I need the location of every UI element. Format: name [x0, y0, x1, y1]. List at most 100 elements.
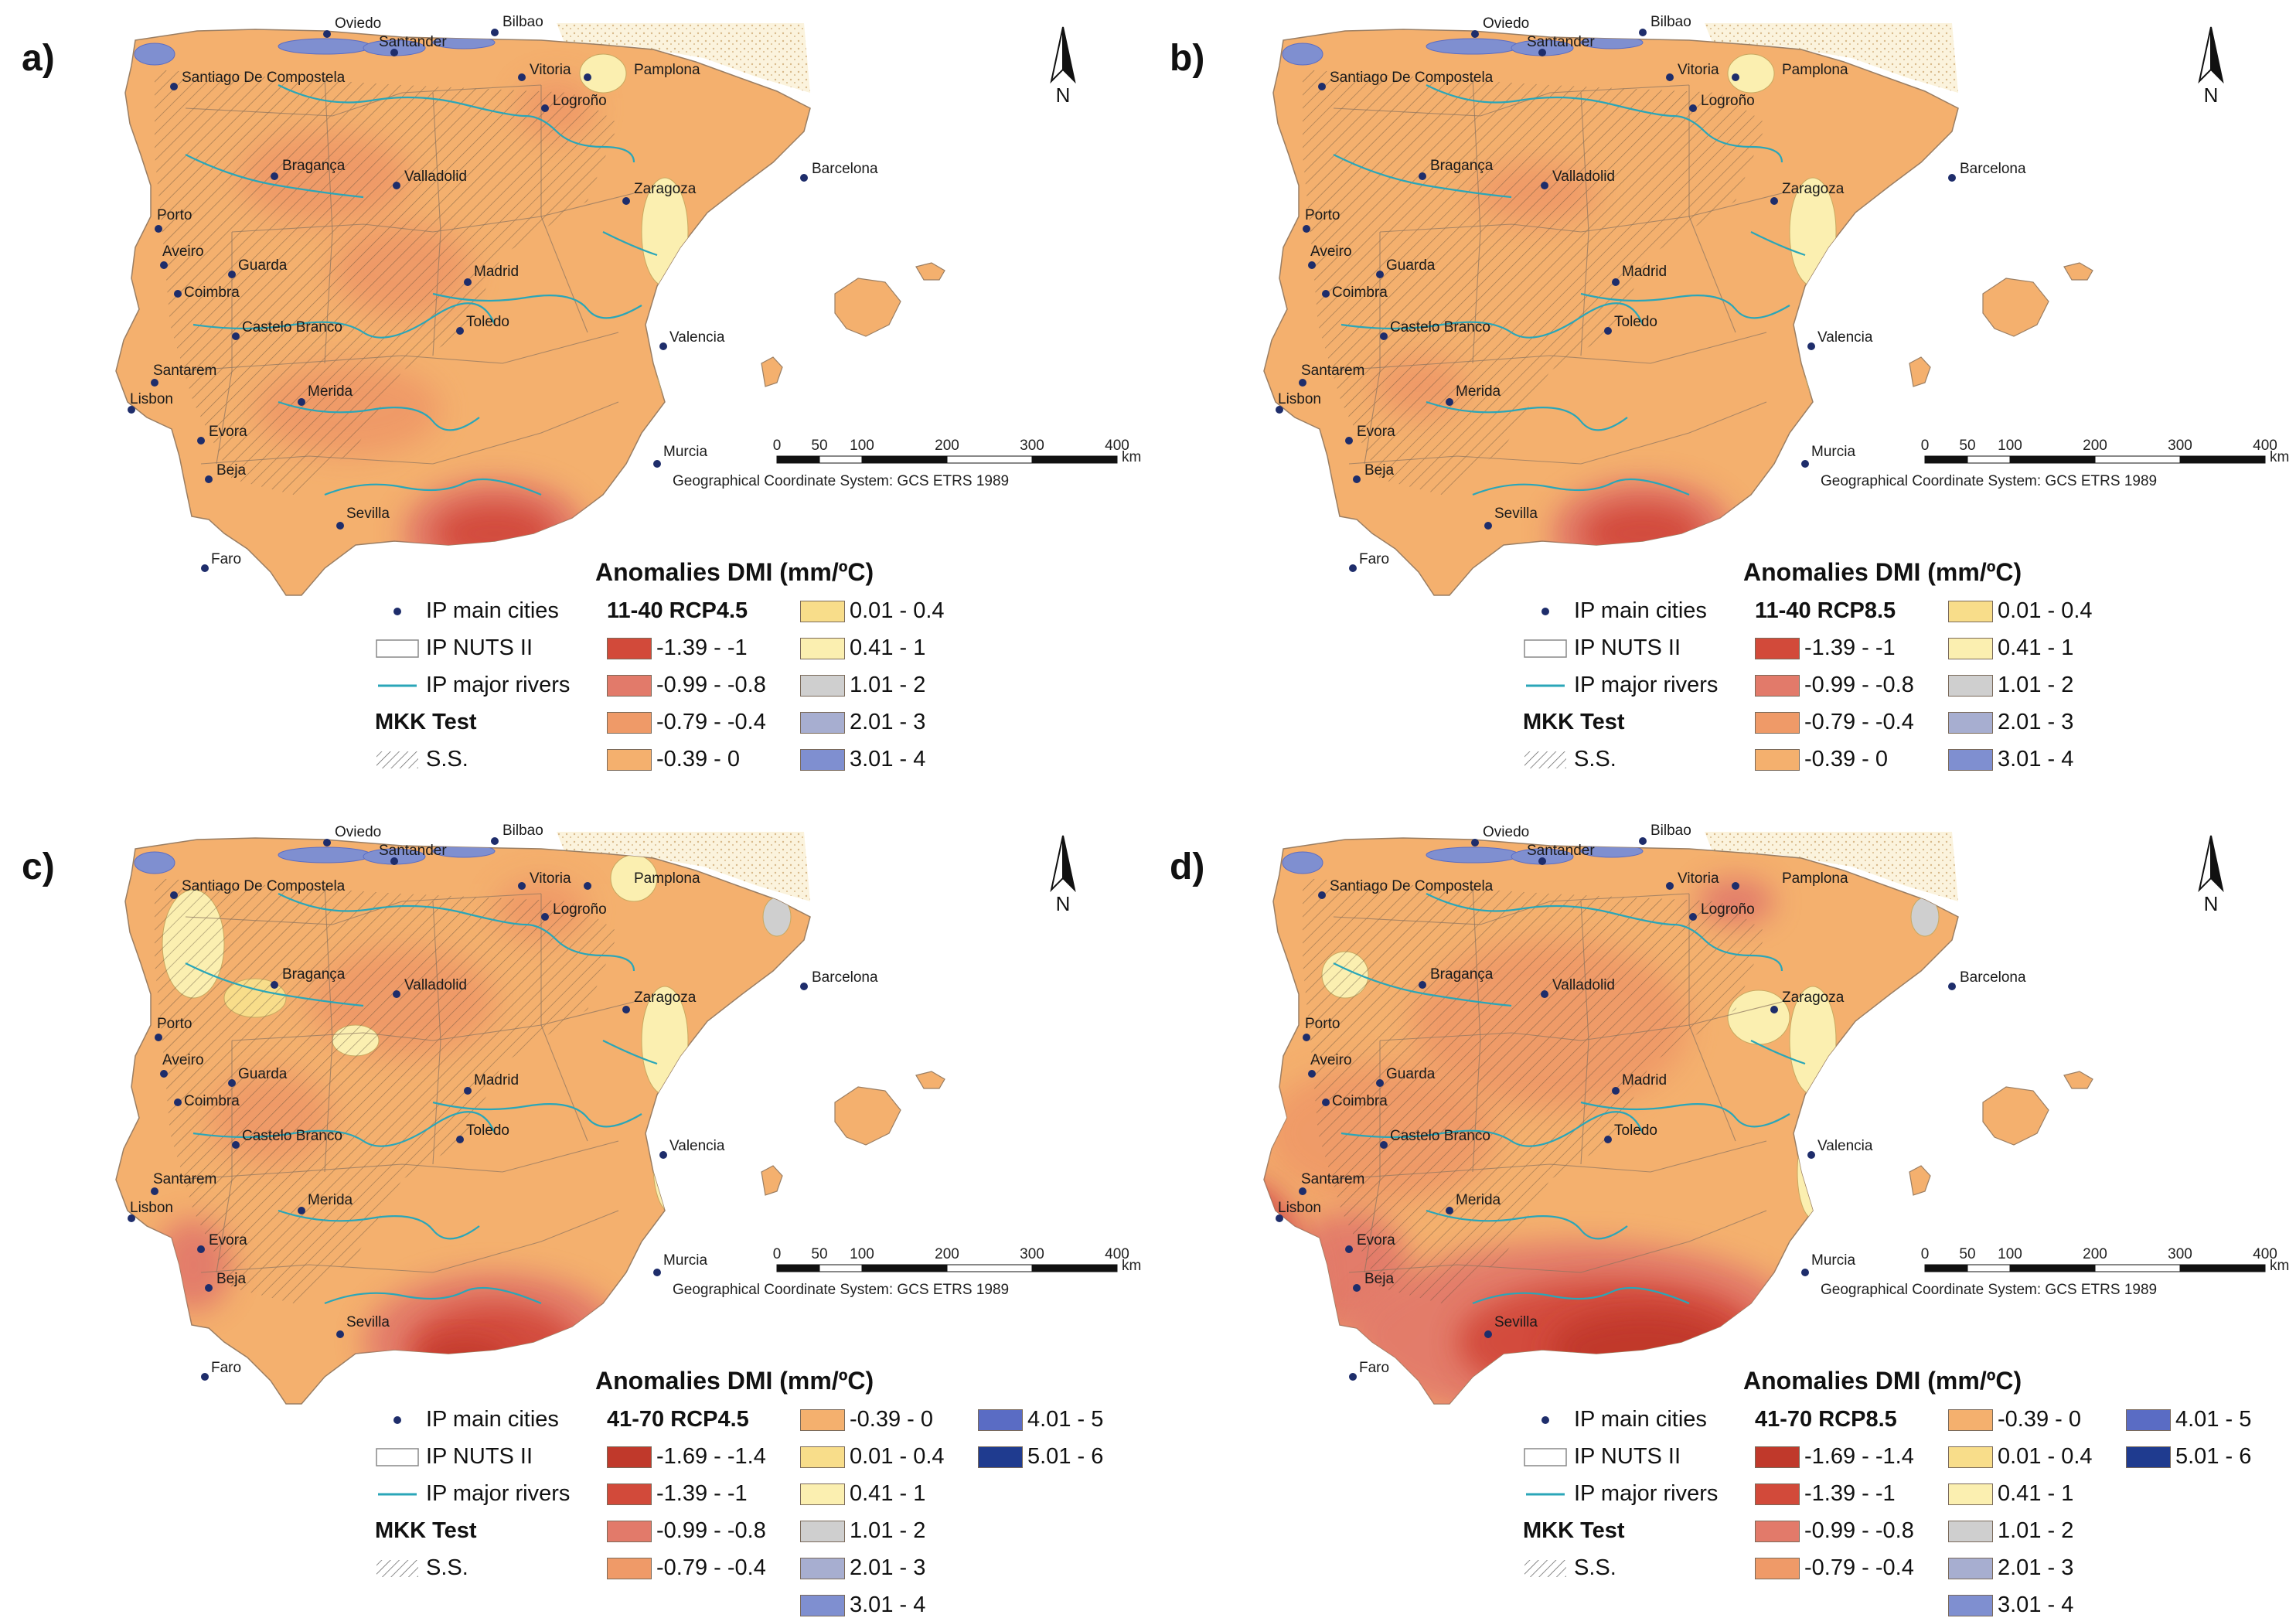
map-canvas: Oviedo Santander Bilbao Santiago De Compost…: [1263, 14, 2289, 596]
legend-class: 2.01 - 3: [800, 1555, 925, 1581]
city-label: Bragança: [1430, 158, 1494, 174]
city-label: Evora: [209, 1232, 247, 1248]
north-arrow-icon: N: [2198, 26, 2224, 107]
legend-mkk-title: MKK Test: [375, 1518, 477, 1543]
city-dot: [1770, 1006, 1778, 1013]
river-line-icon: [1523, 675, 1568, 697]
city-label: Aveiro: [1310, 1052, 1352, 1068]
legend-class: 3.01 - 4: [800, 1592, 925, 1617]
city-dot: [1322, 290, 1330, 298]
ss-hatched-area: [155, 878, 618, 1303]
nuts2-boundary: [177, 1140, 619, 1180]
scale-tick-label: 300: [1020, 438, 1044, 454]
city-dot: [1948, 174, 1956, 182]
legend-class: -1.69 - -1.4: [607, 1444, 766, 1470]
legend-cities: IP main cities: [1523, 1407, 1707, 1432]
city-label: Santander: [1527, 843, 1595, 859]
city-dot: [1541, 182, 1548, 189]
legend-class-label: -0.39 - 0: [850, 1407, 933, 1432]
city-dot: [1612, 1087, 1620, 1095]
legend-class-label: 0.41 - 1: [850, 635, 926, 660]
city-dot: [1732, 73, 1739, 81]
city-label: Murcia: [663, 444, 707, 460]
city-dot: [228, 1079, 236, 1087]
city-dot: [1345, 1245, 1353, 1253]
city-label: Madrid: [474, 1072, 519, 1088]
city-label: Logroño: [553, 93, 607, 109]
legend-rivers: IP major rivers: [375, 673, 570, 698]
legend-class-label: 2.01 - 3: [1998, 710, 2074, 734]
legend-swatch: [800, 1594, 845, 1616]
coastal-positive-zone: [278, 846, 372, 864]
balearic-island: [1909, 356, 1931, 387]
city-dot: [201, 1373, 209, 1381]
river-line: [1426, 1209, 1628, 1240]
city-dot: [659, 1151, 667, 1159]
city-label: Santander: [1527, 34, 1595, 50]
legend-class-label: 3.01 - 4: [1998, 747, 2074, 772]
legend-class: -0.39 - 0: [1755, 747, 1888, 772]
city-label: Lisbon: [1278, 1200, 1321, 1216]
legend-class-label: 0.01 - 0.4: [850, 1444, 945, 1469]
legend-swatch: [1948, 600, 1993, 622]
legend-class: -0.99 - -0.8: [607, 673, 766, 698]
legend-class: -1.39 - -1: [607, 1481, 748, 1507]
legend-class: -0.79 - -0.4: [1755, 1555, 1914, 1581]
legend-class: 0.01 - 0.4: [800, 598, 945, 624]
legend-swatch: [800, 1557, 845, 1579]
legend-class-label: -0.99 - -0.8: [1804, 1518, 1914, 1543]
city-dot: [1353, 475, 1361, 483]
legend-class: 0.01 - 0.4: [1948, 1444, 2093, 1470]
legend-class-label: -0.39 - 0: [656, 747, 740, 772]
river-line: [432, 292, 642, 319]
city-label: Santander: [379, 34, 447, 50]
legend-swatch: [607, 748, 652, 771]
city-dot: [464, 1087, 472, 1095]
scale-tick-label: 100: [1998, 1246, 2022, 1262]
river-line: [1426, 400, 1628, 431]
city-label: Pamplona: [634, 62, 700, 78]
legend-class-label: -0.99 - -0.8: [1804, 673, 1914, 697]
legend-title: Anomalies DMI (mm/ºC): [595, 558, 874, 586]
balearic-island: [834, 278, 901, 337]
legend-nuts: IP NUTS II: [375, 635, 533, 661]
legend-class-label: 3.01 - 4: [850, 1592, 926, 1617]
legend-class-label: 5.01 - 6: [1027, 1444, 1104, 1469]
balearic-island: [915, 1071, 945, 1089]
legend-class-label: -1.69 - -1.4: [1804, 1444, 1914, 1469]
city-dot: [491, 837, 499, 845]
city-label: Oviedo: [1483, 15, 1529, 32]
nuts2-boundary: [1325, 1140, 1767, 1180]
city-label: Castelo Branco: [1390, 1128, 1490, 1144]
rivers: [185, 84, 658, 496]
city-dot: [1308, 1070, 1316, 1078]
city-label: Coimbra: [1332, 284, 1388, 301]
panel-label: b): [1170, 38, 1205, 79]
positive-anomaly-zone: [1910, 897, 1940, 937]
river-line: [278, 400, 480, 431]
legend-class-label: -1.39 - -1: [1804, 635, 1896, 660]
river-line: [278, 893, 635, 972]
city-dot: [1376, 1079, 1384, 1087]
scale-tick-label: 200: [2083, 438, 2107, 454]
legend-class: 5.01 - 6: [978, 1444, 1103, 1470]
scale-tick-label: 0: [1921, 438, 1930, 454]
city-label: Vitoria: [530, 870, 571, 887]
city-dot: [1801, 460, 1809, 468]
legend-swatch: [1948, 1557, 1993, 1579]
city-dot: [1484, 1330, 1492, 1338]
city-dot: [456, 1136, 464, 1143]
legend-class-label: 5.01 - 6: [2175, 1444, 2252, 1469]
balearic-island: [1909, 1165, 1931, 1196]
city-dot: [201, 564, 209, 572]
city-label: Murcia: [1811, 444, 1855, 460]
legend-class-label: -1.69 - -1.4: [656, 1444, 766, 1469]
legend-rivers: IP major rivers: [375, 1481, 570, 1507]
river-line: [1426, 84, 1783, 163]
legend-cities: IP main cities: [1523, 598, 1707, 624]
legend-swatch: [1755, 1557, 1800, 1579]
city-dot: [1345, 437, 1353, 445]
nuts2-boundary: [1348, 1210, 1767, 1273]
city-label: Faro: [1359, 551, 1389, 567]
city-label: Zaragoza: [634, 990, 697, 1006]
